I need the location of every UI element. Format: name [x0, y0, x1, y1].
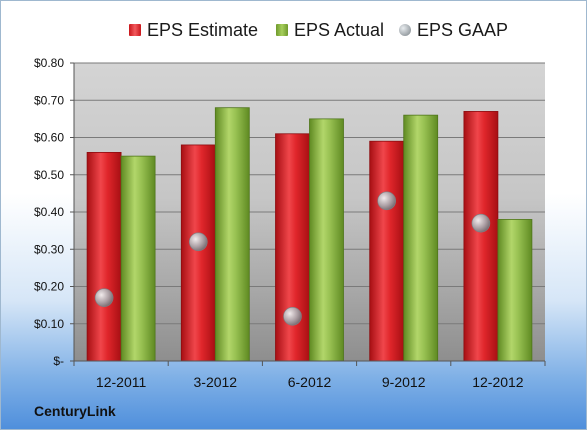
- bar-eps-estimate: [275, 133, 310, 362]
- y-tick-label: $-: [53, 354, 64, 368]
- y-tick-label: $0.20: [34, 280, 64, 294]
- legend-swatch-eps-actual: [276, 24, 288, 36]
- bubble-eps-gaap: [283, 306, 302, 326]
- x-tick-label: 9-2012: [382, 374, 426, 390]
- x-tick-label: 3-2012: [194, 374, 238, 390]
- chart-legend: EPS Estimate EPS Actual EPS GAAP: [1, 18, 586, 42]
- legend-swatch-eps-gaap: [399, 24, 411, 36]
- y-tick-label: $0.70: [34, 93, 64, 107]
- y-tick-label: $0.80: [34, 56, 64, 70]
- legend-label-eps-gaap: EPS GAAP: [417, 19, 509, 40]
- x-tick-label: 12-2011: [96, 374, 147, 390]
- x-tick-label: 12-2012: [472, 374, 524, 390]
- bubble-eps-gaap: [94, 288, 114, 307]
- bar-eps-estimate: [180, 144, 216, 362]
- legend-item-eps-gaap: EPS GAAP: [399, 18, 508, 42]
- bar-eps-actual: [497, 219, 533, 362]
- legend-item-eps-estimate: EPS Estimate: [129, 18, 258, 42]
- legend-label-eps-estimate: EPS Estimate: [147, 19, 259, 40]
- x-tick-label: 6-2012: [288, 374, 332, 390]
- bubble-eps-gaap: [189, 232, 208, 252]
- bar-eps-estimate: [369, 140, 405, 362]
- y-tick-label: $0.10: [34, 317, 64, 331]
- bar-eps-actual: [214, 107, 250, 362]
- y-tick-label: $0.50: [34, 168, 64, 182]
- legend-swatch-eps-estimate: [129, 24, 141, 36]
- bubble-eps-gaap: [471, 213, 491, 233]
- bar-eps-actual: [309, 118, 344, 362]
- bar-eps-actual: [403, 114, 439, 362]
- legend-item-eps-actual: EPS Actual: [276, 18, 384, 42]
- y-tick-label: $0.60: [34, 131, 64, 145]
- bar-eps-estimate: [86, 151, 122, 362]
- bar-eps-actual: [120, 155, 156, 362]
- bubble-eps-gaap: [377, 191, 397, 211]
- legend-label-eps-actual: EPS Actual: [294, 19, 385, 40]
- y-tick-label: $0.40: [34, 205, 64, 219]
- bar-eps-estimate: [463, 111, 499, 362]
- y-tick-label: $0.30: [34, 242, 64, 256]
- company-name: CenturyLink: [34, 403, 116, 419]
